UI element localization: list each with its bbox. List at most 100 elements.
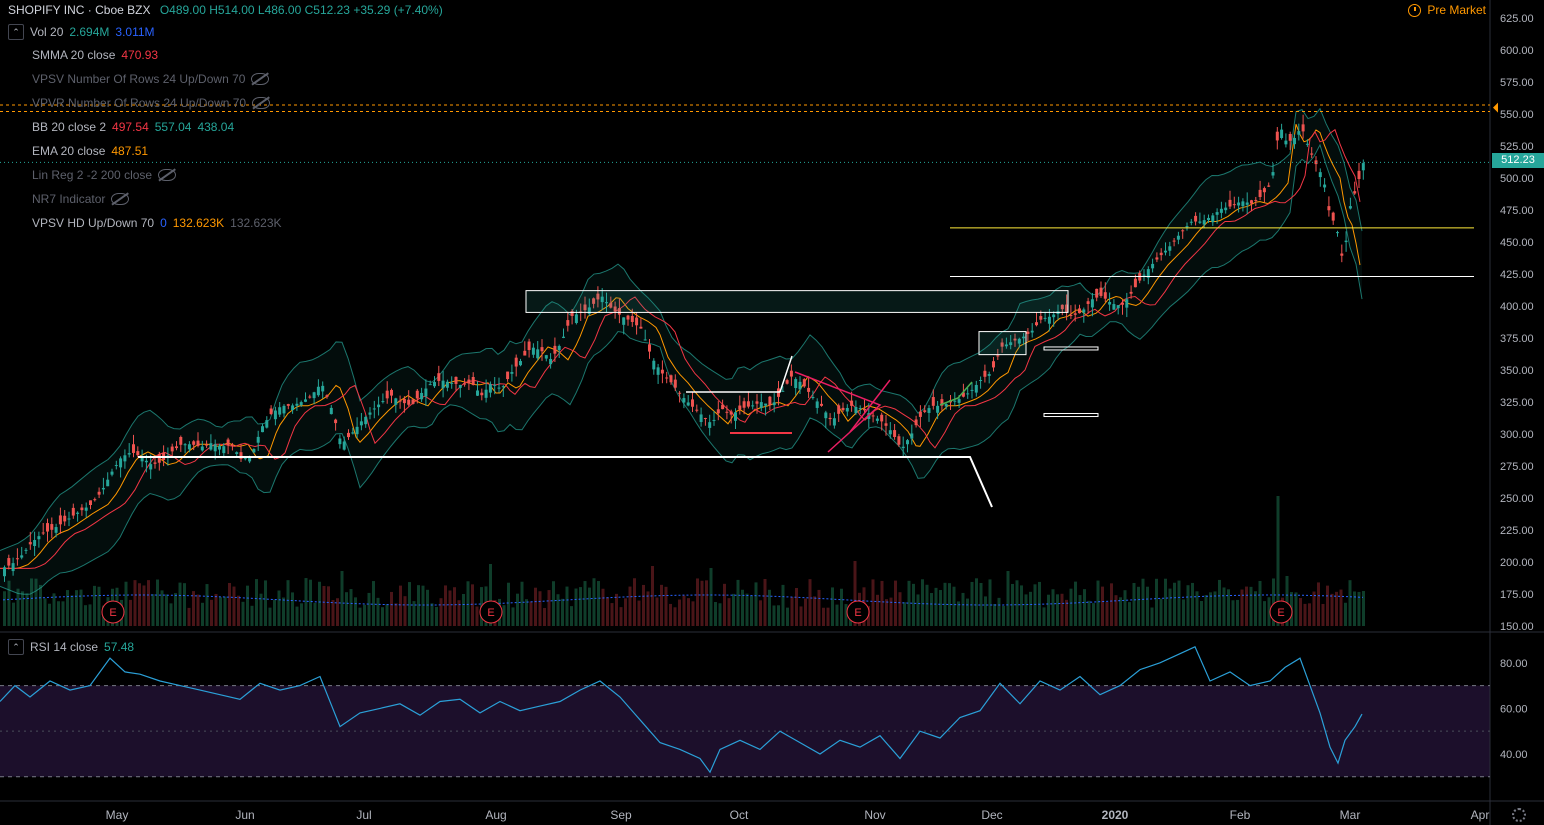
candle-body xyxy=(402,398,406,404)
volume-bar xyxy=(669,603,672,626)
eye-hidden-icon[interactable] xyxy=(252,97,271,109)
volume-bar xyxy=(385,604,389,626)
candle-body xyxy=(703,418,707,420)
volume-bar xyxy=(624,598,627,626)
candle-body xyxy=(196,440,200,446)
candle-body xyxy=(858,408,862,410)
earnings-marker[interactable] xyxy=(1269,600,1293,624)
indicator-legend-row[interactable]: VPSV Number Of Rows 24 Up/Down 70 xyxy=(32,72,270,86)
candle-body xyxy=(325,395,329,397)
volume-bar xyxy=(88,604,92,626)
candle-body xyxy=(519,361,522,366)
candle-body xyxy=(269,408,273,415)
candle-body xyxy=(940,399,944,406)
symbol-header: SHOPIFY INC · Cboe BZX O489.00 H514.00 L… xyxy=(8,3,443,17)
candle-body xyxy=(1361,163,1365,171)
collapse-icon[interactable]: ⌃ xyxy=(8,24,24,40)
candle-body xyxy=(1090,299,1094,308)
candle-body xyxy=(875,418,879,421)
volume-bar xyxy=(282,597,285,626)
candle-body xyxy=(67,518,71,520)
indicator-legend-row[interactable]: NR7 Indicator xyxy=(32,192,130,206)
volume-bar xyxy=(745,593,749,626)
candle-body xyxy=(957,399,961,403)
volume-bar xyxy=(772,605,776,626)
volume-bar xyxy=(777,605,780,626)
candle-body xyxy=(213,444,217,452)
price-tick-label: 375.00 xyxy=(1500,333,1534,345)
volume-bar xyxy=(354,597,357,626)
gear-icon[interactable] xyxy=(1512,808,1526,822)
indicator-value: 557.04 xyxy=(154,120,192,134)
earnings-marker[interactable] xyxy=(479,600,503,624)
consolidation-box xyxy=(978,331,1027,356)
volume-bar xyxy=(1065,599,1068,626)
candle-body xyxy=(600,296,604,303)
candle-body xyxy=(716,409,720,414)
candle-body xyxy=(261,426,264,433)
indicator-legend-row[interactable]: ⌃ Vol 20 2.694M 3.011M xyxy=(8,24,155,40)
volume-bar xyxy=(1317,582,1320,626)
volume-bar xyxy=(984,596,987,626)
candle-body xyxy=(433,382,436,387)
earnings-marker[interactable] xyxy=(846,600,870,624)
candle-body xyxy=(1357,170,1361,179)
eye-hidden-icon[interactable] xyxy=(111,193,130,205)
time-tick-label: Aug xyxy=(485,808,506,822)
volume-bar xyxy=(309,579,312,626)
indicator-legend-row[interactable]: BB 20 close 2 497.54 557.04 438.04 xyxy=(32,120,234,134)
volume-bar xyxy=(1137,586,1140,626)
candle-body xyxy=(1043,317,1047,319)
volume-bar xyxy=(1083,589,1086,626)
candle-body xyxy=(845,407,849,412)
candle-body xyxy=(170,446,174,452)
candle-body xyxy=(445,381,449,388)
indicator-name: NR7 Indicator xyxy=(32,192,106,206)
indicator-legend-row[interactable]: VPVR Number Of Rows 24 Up/Down 70 xyxy=(32,96,271,110)
volume-bar xyxy=(3,591,6,626)
candle-body xyxy=(381,401,385,403)
volume-bar xyxy=(570,606,573,626)
indicator-legend-row[interactable]: SMMA 20 close 470.93 xyxy=(32,48,158,62)
volume-bar xyxy=(187,607,191,626)
candle-body xyxy=(299,402,303,406)
candle-body xyxy=(428,384,432,386)
candle-body xyxy=(471,376,475,385)
candle-body xyxy=(252,449,256,453)
candle-body xyxy=(463,383,467,385)
candle-body xyxy=(1176,235,1180,240)
candle-body xyxy=(764,403,768,406)
pre-market-indicator[interactable]: Pre Market xyxy=(1408,3,1486,17)
time-tick-label: Jun xyxy=(235,808,254,822)
candle-body xyxy=(235,452,239,454)
candle-body xyxy=(1250,200,1253,204)
candle-body xyxy=(450,382,454,384)
candle-body xyxy=(1275,131,1279,141)
candle-body xyxy=(918,411,922,417)
earnings-marker[interactable] xyxy=(101,600,125,624)
candle-body xyxy=(101,487,105,490)
volume-bar xyxy=(615,593,618,626)
volume-bar xyxy=(1078,595,1082,626)
candle-body xyxy=(127,453,131,455)
candle-body xyxy=(1095,288,1099,298)
eye-hidden-icon[interactable] xyxy=(251,73,270,85)
volume-bar xyxy=(1096,580,1100,626)
volume-bar xyxy=(687,598,690,626)
candle-body xyxy=(1284,140,1288,145)
rsi-legend[interactable]: ⌃ RSI 14 close 57.48 xyxy=(8,639,134,655)
indicator-legend-row[interactable]: VPSV HD Up/Down 70 0 132.623K 132.623K xyxy=(32,216,282,230)
volume-bar xyxy=(1047,594,1050,626)
candle-body xyxy=(549,358,553,365)
eye-hidden-icon[interactable] xyxy=(158,169,177,181)
collapse-icon[interactable]: ⌃ xyxy=(8,639,24,655)
indicator-legend-row[interactable]: Lin Reg 2 -2 200 close xyxy=(32,168,177,182)
volume-bar xyxy=(1240,589,1244,626)
candle-body xyxy=(179,436,183,445)
candle-body xyxy=(71,507,75,516)
indicator-legend-row[interactable]: EMA 20 close 487.51 xyxy=(32,144,148,158)
candle-body xyxy=(295,403,299,406)
candle-body xyxy=(321,385,325,392)
candle-body xyxy=(192,441,196,445)
